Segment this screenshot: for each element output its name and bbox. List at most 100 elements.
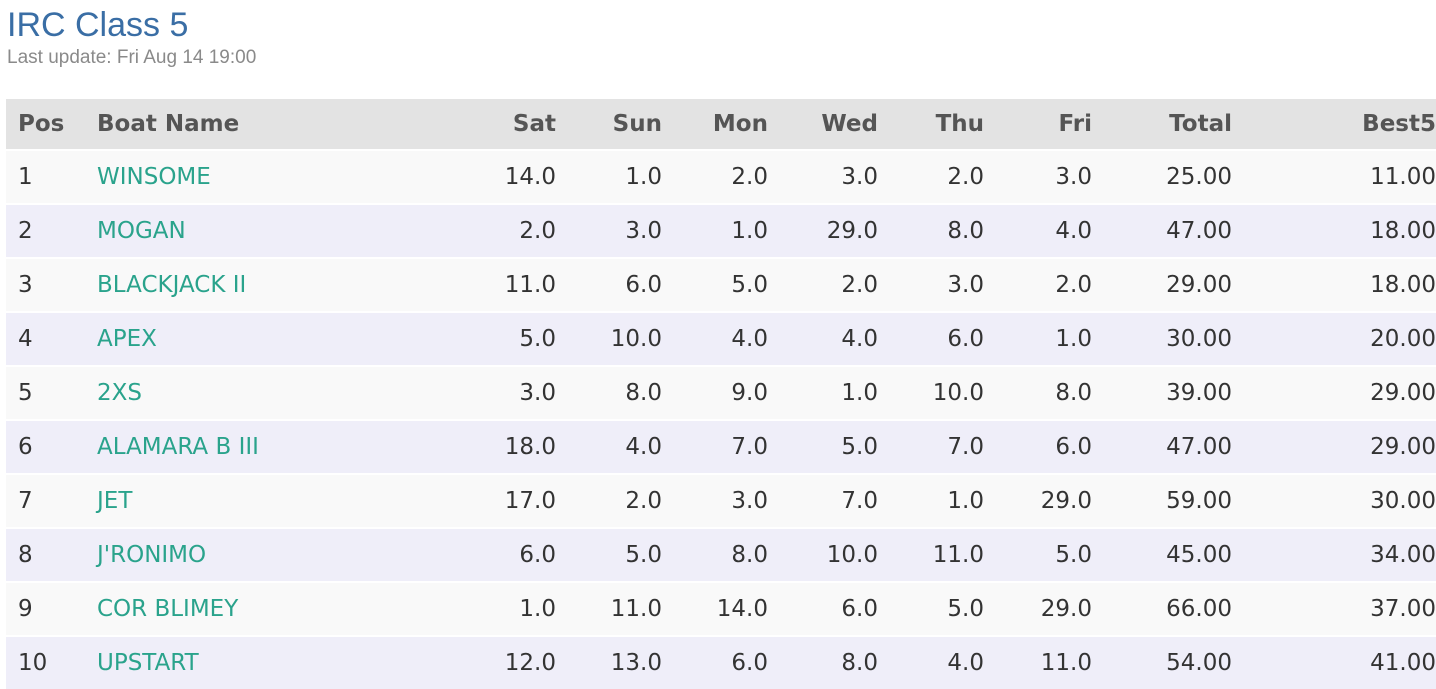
table-row: 9 COR BLIMEY 1.0 11.0 14.0 6.0 5.0 29.0 …	[6, 581, 1436, 636]
cell-total: 39.00	[1092, 365, 1232, 420]
table-row: 5 2XS 3.0 8.0 9.0 1.0 10.0 8.0 39.00 29.…	[6, 365, 1436, 420]
cell-fri: 29.0	[984, 581, 1092, 636]
cell-wed: 5.0	[768, 419, 878, 474]
cell-pos: 1	[6, 149, 97, 204]
cell-thu: 4.0	[878, 635, 984, 689]
table-row: 7 JET 17.0 2.0 3.0 7.0 1.0 29.0 59.00 30…	[6, 473, 1436, 528]
cell-boat-name: JET	[97, 473, 377, 528]
cell-thu: 1.0	[878, 473, 984, 528]
cell-total: 47.00	[1092, 203, 1232, 258]
cell-fri: 8.0	[984, 365, 1092, 420]
cell-pos: 10	[6, 635, 97, 689]
cell-wed: 6.0	[768, 581, 878, 636]
col-header-sat[interactable]: Sat	[512, 111, 556, 137]
cell-fri: 2.0	[984, 257, 1092, 312]
boat-link[interactable]: ALAMARA B III	[97, 434, 259, 460]
cell-best5: 29.00	[1232, 365, 1436, 420]
boat-link[interactable]: J'RONIMO	[97, 542, 207, 568]
boat-link[interactable]: WINSOME	[97, 164, 211, 190]
cell-best5: 34.00	[1232, 527, 1436, 582]
cell-sat: 11.0	[377, 257, 556, 312]
cell-best5: 11.00	[1232, 149, 1436, 204]
cell-pos: 6	[6, 419, 97, 474]
table-row: 3 BLACKJACK II 11.0 6.0 5.0 2.0 3.0 2.0 …	[6, 257, 1436, 312]
cell-pos: 3	[6, 257, 97, 312]
boat-link[interactable]: BLACKJACK II	[97, 272, 247, 298]
cell-sat: 3.0	[377, 365, 556, 420]
cell-fri: 11.0	[984, 635, 1092, 689]
cell-total: 66.00	[1092, 581, 1232, 636]
cell-fri: 1.0	[984, 311, 1092, 366]
cell-pos: 5	[6, 365, 97, 420]
col-header-best5[interactable]: Best5	[1362, 111, 1436, 137]
cell-boat-name: APEX	[97, 311, 377, 366]
boat-link[interactable]: COR BLIMEY	[97, 596, 239, 622]
col-header-wed[interactable]: Wed	[821, 111, 878, 137]
cell-sun: 2.0	[556, 473, 662, 528]
cell-boat-name: 2XS	[97, 365, 377, 420]
cell-wed: 29.0	[768, 203, 878, 258]
cell-pos: 4	[6, 311, 97, 366]
cell-best5: 18.00	[1232, 257, 1436, 312]
cell-boat-name: ALAMARA B III	[97, 419, 377, 474]
cell-total: 47.00	[1092, 419, 1232, 474]
boat-link[interactable]: JET	[97, 488, 133, 514]
col-header-boat-name[interactable]: Boat Name	[97, 111, 240, 137]
boat-link[interactable]: 2XS	[97, 380, 142, 406]
cell-best5: 37.00	[1232, 581, 1436, 636]
col-header-sun[interactable]: Sun	[612, 111, 662, 137]
cell-wed: 3.0	[768, 149, 878, 204]
cell-wed: 7.0	[768, 473, 878, 528]
cell-thu: 2.0	[878, 149, 984, 204]
results-table: Pos Boat Name Sat Sun Mon Wed Thu Fri To…	[6, 99, 1436, 689]
cell-fri: 3.0	[984, 149, 1092, 204]
cell-best5: 30.00	[1232, 473, 1436, 528]
cell-thu: 7.0	[878, 419, 984, 474]
cell-pos: 8	[6, 527, 97, 582]
boat-link[interactable]: UPSTART	[97, 650, 199, 676]
cell-total: 54.00	[1092, 635, 1232, 689]
cell-sun: 1.0	[556, 149, 662, 204]
cell-best5: 41.00	[1232, 635, 1436, 689]
table-row: 8 J'RONIMO 6.0 5.0 8.0 10.0 11.0 5.0 45.…	[6, 527, 1436, 582]
cell-sun: 4.0	[556, 419, 662, 474]
cell-best5: 29.00	[1232, 419, 1436, 474]
cell-thu: 11.0	[878, 527, 984, 582]
cell-fri: 5.0	[984, 527, 1092, 582]
cell-best5: 20.00	[1232, 311, 1436, 366]
table-row: 4 APEX 5.0 10.0 4.0 4.0 6.0 1.0 30.00 20…	[6, 311, 1436, 366]
cell-boat-name: WINSOME	[97, 149, 377, 204]
cell-boat-name: UPSTART	[97, 635, 377, 689]
boat-link[interactable]: MOGAN	[97, 218, 186, 244]
cell-sun: 6.0	[556, 257, 662, 312]
col-header-thu[interactable]: Thu	[935, 111, 984, 137]
cell-wed: 8.0	[768, 635, 878, 689]
cell-sat: 12.0	[377, 635, 556, 689]
cell-sat: 18.0	[377, 419, 556, 474]
col-header-fri[interactable]: Fri	[1058, 111, 1092, 137]
cell-sat: 14.0	[377, 149, 556, 204]
cell-thu: 5.0	[878, 581, 984, 636]
last-update-text: Last update: Fri Aug 14 19:00	[7, 47, 257, 68]
cell-sun: 5.0	[556, 527, 662, 582]
cell-fri: 29.0	[984, 473, 1092, 528]
cell-sat: 5.0	[377, 311, 556, 366]
cell-total: 30.00	[1092, 311, 1232, 366]
cell-boat-name: MOGAN	[97, 203, 377, 258]
cell-total: 29.00	[1092, 257, 1232, 312]
cell-pos: 7	[6, 473, 97, 528]
cell-total: 45.00	[1092, 527, 1232, 582]
boat-link[interactable]: APEX	[97, 326, 157, 352]
cell-sat: 6.0	[377, 527, 556, 582]
cell-fri: 6.0	[984, 419, 1092, 474]
cell-mon: 7.0	[662, 419, 768, 474]
col-header-mon[interactable]: Mon	[712, 111, 768, 137]
cell-mon: 8.0	[662, 527, 768, 582]
cell-wed: 4.0	[768, 311, 878, 366]
col-header-total[interactable]: Total	[1169, 111, 1232, 137]
table-header-row: Pos Boat Name Sat Sun Mon Wed Thu Fri To…	[6, 99, 1436, 150]
cell-sun: 8.0	[556, 365, 662, 420]
col-header-pos[interactable]: Pos	[18, 111, 65, 137]
cell-thu: 6.0	[878, 311, 984, 366]
page-title: IRC Class 5	[7, 6, 189, 44]
